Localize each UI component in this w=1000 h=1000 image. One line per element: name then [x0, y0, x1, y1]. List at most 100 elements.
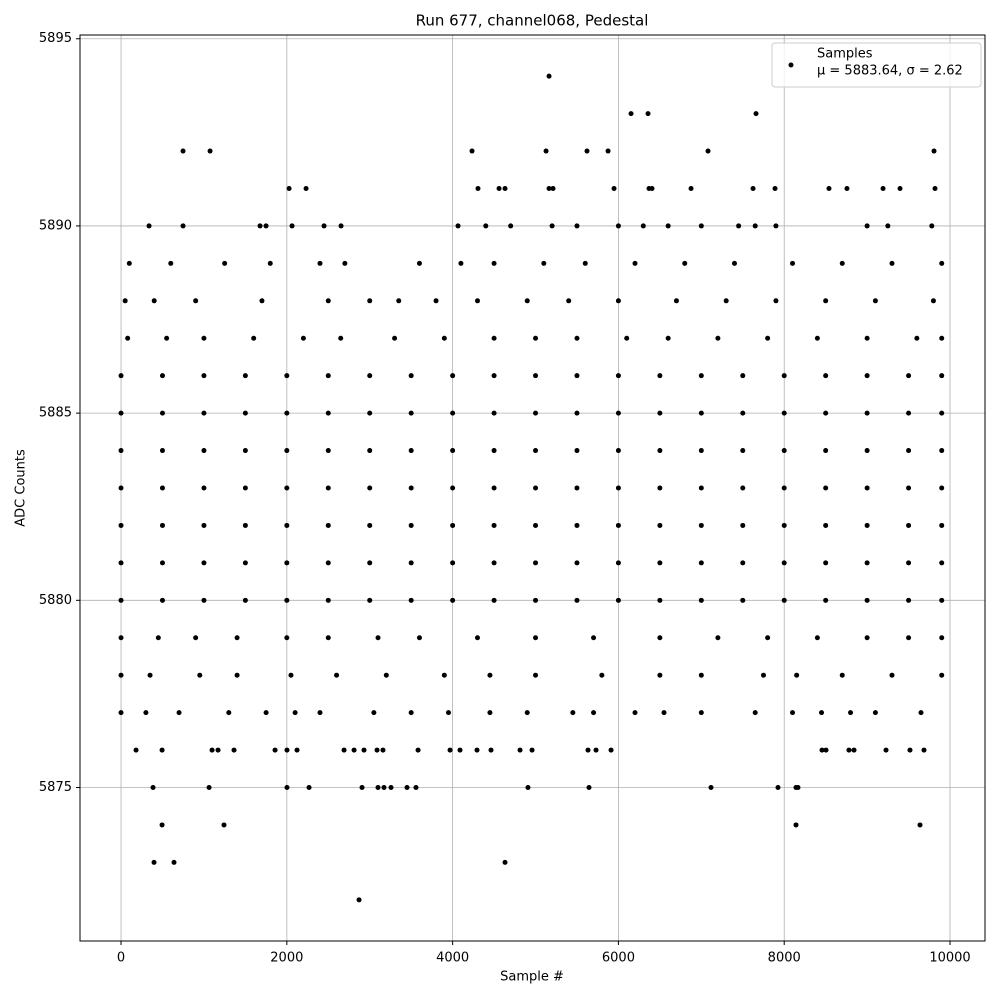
data-point: [263, 710, 269, 716]
data-point: [455, 223, 461, 229]
data-point: [906, 597, 912, 603]
data-point: [491, 560, 497, 566]
data-point: [844, 185, 850, 191]
data-point: [367, 448, 373, 454]
data-point: [408, 710, 414, 716]
data-point: [939, 635, 945, 641]
data-point: [215, 747, 221, 753]
data-point: [292, 710, 298, 716]
data-point: [939, 522, 945, 528]
data-point: [795, 785, 801, 791]
data-point: [341, 747, 347, 753]
data-point: [388, 785, 394, 791]
data-point: [201, 485, 207, 491]
plot-frame: [79, 34, 986, 942]
legend-box: [771, 42, 982, 88]
data-point: [918, 710, 924, 716]
data-point: [591, 710, 597, 716]
data-point: [752, 710, 758, 716]
data-point: [543, 148, 549, 154]
data-point: [433, 298, 439, 304]
data-point: [781, 522, 787, 528]
data-point: [665, 335, 671, 341]
data-point: [814, 635, 820, 641]
y-axis-label: ADC Counts: [14, 449, 29, 527]
data-point: [159, 448, 165, 454]
data-point: [226, 710, 232, 716]
data-point: [325, 410, 331, 416]
data-point: [657, 485, 663, 491]
data-point: [823, 485, 829, 491]
data-point: [367, 560, 373, 566]
data-point: [491, 260, 497, 266]
data-point: [582, 260, 588, 266]
data-point: [885, 223, 891, 229]
data-point: [416, 260, 422, 266]
data-point: [839, 260, 845, 266]
data-point: [632, 710, 638, 716]
data-point: [300, 335, 306, 341]
data-point: [325, 597, 331, 603]
data-point: [628, 111, 634, 117]
data-point: [917, 822, 923, 828]
data-point: [657, 373, 663, 379]
data-point: [201, 335, 207, 341]
data-point: [574, 373, 580, 379]
data-point: [740, 522, 746, 528]
data-point: [906, 560, 912, 566]
data-point: [533, 560, 539, 566]
data-point: [524, 298, 530, 304]
data-point: [408, 522, 414, 528]
data-point: [931, 148, 937, 154]
data-point: [615, 560, 621, 566]
data-point: [375, 785, 381, 791]
data-point: [367, 298, 373, 304]
x-axis-label: Sample #: [500, 970, 564, 985]
data-point: [474, 298, 480, 304]
data-point: [781, 410, 787, 416]
data-point: [640, 223, 646, 229]
data-point: [864, 373, 870, 379]
data-point: [939, 672, 945, 678]
data-point: [306, 785, 312, 791]
data-point: [772, 185, 778, 191]
data-point: [207, 148, 213, 154]
data-point: [458, 260, 464, 266]
data-point: [325, 485, 331, 491]
data-point: [846, 747, 852, 753]
data-point: [615, 298, 621, 304]
data-point: [611, 185, 617, 191]
data-point: [880, 185, 886, 191]
data-point: [118, 560, 124, 566]
data-point: [147, 672, 153, 678]
data-point: [546, 73, 552, 79]
data-point: [242, 597, 248, 603]
data-point: [491, 373, 497, 379]
legend-label: Samples: [817, 47, 873, 62]
data-point: [171, 859, 177, 865]
data-point: [524, 710, 530, 716]
data-point: [496, 185, 502, 191]
data-point: [914, 335, 920, 341]
data-point: [242, 373, 248, 379]
data-point: [906, 373, 912, 379]
data-point: [864, 560, 870, 566]
data-point: [939, 410, 945, 416]
data-point: [864, 223, 870, 229]
data-point: [698, 597, 704, 603]
legend-marker: [788, 62, 794, 68]
data-point: [351, 747, 357, 753]
data-point: [491, 448, 497, 454]
data-point: [591, 635, 597, 641]
data-point: [645, 111, 651, 117]
data-point: [740, 373, 746, 379]
data-point: [657, 522, 663, 528]
data-point: [483, 223, 489, 229]
data-point: [321, 223, 327, 229]
data-point: [491, 597, 497, 603]
data-point: [284, 560, 290, 566]
data-point: [159, 560, 165, 566]
data-point: [698, 410, 704, 416]
data-point: [122, 298, 128, 304]
data-point: [698, 448, 704, 454]
